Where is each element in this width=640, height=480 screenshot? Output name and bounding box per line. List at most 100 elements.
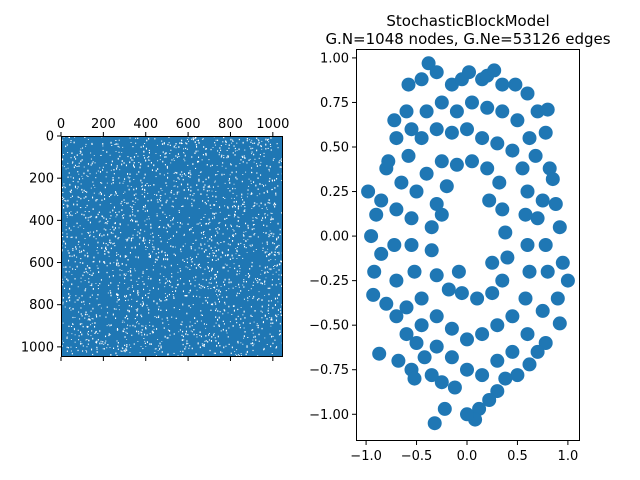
matrix-gap — [67, 162, 69, 164]
matrix-gap — [253, 233, 255, 236]
matrix-y-tick-label: 200 — [29, 172, 54, 187]
matrix-gap — [242, 284, 244, 286]
matrix-gap — [200, 287, 202, 289]
matrix-gap — [64, 200, 66, 202]
matrix-gap — [206, 194, 208, 196]
matrix-gap — [274, 202, 276, 205]
matrix-gap — [277, 252, 279, 254]
matrix-gap — [193, 199, 195, 202]
matrix-gap — [106, 222, 108, 225]
matrix-gap — [217, 295, 219, 297]
matrix-gap — [267, 307, 269, 309]
matrix-gap — [145, 147, 147, 150]
matrix-gap — [95, 177, 97, 179]
scatter-point — [369, 207, 384, 222]
matrix-gap — [266, 207, 268, 209]
matrix-gap — [142, 240, 144, 242]
matrix-gap — [168, 337, 170, 339]
matrix-gap — [63, 203, 65, 205]
matrix-gap — [104, 222, 106, 224]
matrix-gap — [155, 355, 157, 356]
matrix-gap — [143, 288, 145, 291]
matrix-gap — [200, 224, 202, 227]
matrix-gap — [205, 340, 207, 342]
matrix-gap — [188, 140, 190, 142]
scatter-point — [490, 353, 505, 368]
matrix-gap — [206, 190, 208, 192]
matrix-gap — [212, 217, 214, 220]
matrix-gap — [170, 264, 172, 267]
matrix-gap — [88, 281, 90, 283]
matrix-gap — [164, 254, 166, 257]
matrix-gap — [91, 330, 93, 332]
matrix-gap — [88, 232, 90, 234]
matrix-gap — [235, 253, 237, 255]
matrix-gap — [154, 348, 156, 350]
scatter-panel: StochasticBlockModel G.N=1048 nodes, G.N… — [309, 12, 611, 464]
matrix-gap — [92, 272, 94, 275]
matrix-gap — [124, 316, 126, 319]
matrix-gap — [157, 201, 159, 203]
matrix-gap — [169, 226, 171, 228]
matrix-gap — [105, 218, 107, 220]
matrix-gap — [233, 305, 235, 307]
matrix-gap — [100, 192, 102, 195]
matrix-gap — [178, 331, 180, 333]
matrix-gap — [115, 211, 117, 214]
matrix-gap — [113, 347, 115, 349]
matrix-gap — [244, 157, 246, 159]
matrix-gap — [274, 179, 276, 182]
scatter-point — [520, 327, 535, 342]
scatter-y-tick-label: −0.75 — [309, 363, 349, 378]
matrix-gap — [136, 322, 138, 324]
matrix-gap — [126, 339, 128, 340]
matrix-gap — [254, 142, 256, 144]
matrix-gap — [243, 235, 245, 237]
matrix-gap — [95, 314, 97, 316]
matrix-gap — [102, 169, 104, 171]
matrix-gap — [207, 286, 209, 287]
matrix-gap — [139, 236, 141, 239]
matrix-gap — [272, 235, 274, 237]
matrix-gap — [254, 158, 256, 160]
matrix-gap — [275, 246, 277, 249]
matrix-gap — [218, 342, 220, 344]
matrix-gap — [210, 148, 212, 151]
matrix-gap — [80, 148, 82, 150]
matrix-gap — [134, 246, 136, 249]
matrix-gap — [216, 230, 218, 232]
matrix-gap — [85, 288, 87, 290]
matrix-gap — [171, 190, 173, 192]
matrix-gap — [176, 231, 178, 233]
matrix-gap — [175, 155, 177, 157]
matrix-gap — [164, 267, 166, 269]
matrix-gap — [110, 203, 112, 204]
matrix-gap — [99, 330, 101, 332]
matrix-gap — [206, 323, 208, 325]
matrix-gap — [251, 316, 253, 317]
matrix-gap — [256, 172, 258, 174]
matrix-gap — [281, 180, 283, 181]
matrix-gap — [255, 249, 257, 250]
matrix-gap — [187, 334, 189, 336]
scatter-point — [391, 353, 406, 368]
matrix-gap — [141, 304, 143, 307]
matrix-gap — [71, 214, 73, 217]
matrix-gap — [214, 181, 216, 183]
matrix-gap — [157, 350, 159, 351]
matrix-gap — [225, 224, 227, 227]
matrix-gap — [71, 326, 73, 327]
matrix-gap — [269, 143, 271, 145]
matrix-gap — [217, 139, 219, 141]
matrix-gap — [209, 278, 211, 280]
matrix-gap — [91, 348, 93, 351]
matrix-gap — [153, 265, 155, 266]
matrix-gap — [181, 339, 183, 341]
matrix-gap — [100, 279, 102, 281]
matrix-gap — [110, 163, 112, 166]
matrix-gap — [238, 217, 240, 219]
matrix-gap — [107, 292, 109, 294]
matrix-gap — [117, 157, 119, 160]
scatter-point — [505, 344, 520, 359]
matrix-gap — [75, 158, 77, 160]
